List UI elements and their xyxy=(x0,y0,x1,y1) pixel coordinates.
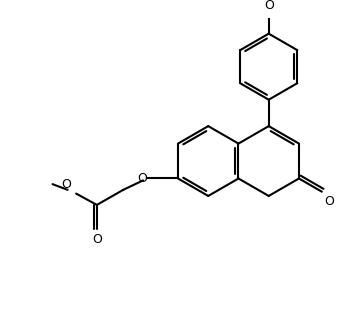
Text: O: O xyxy=(62,178,71,191)
Text: O: O xyxy=(325,194,334,207)
Text: O: O xyxy=(137,172,147,185)
Text: O: O xyxy=(92,233,102,246)
Text: O: O xyxy=(264,0,274,12)
